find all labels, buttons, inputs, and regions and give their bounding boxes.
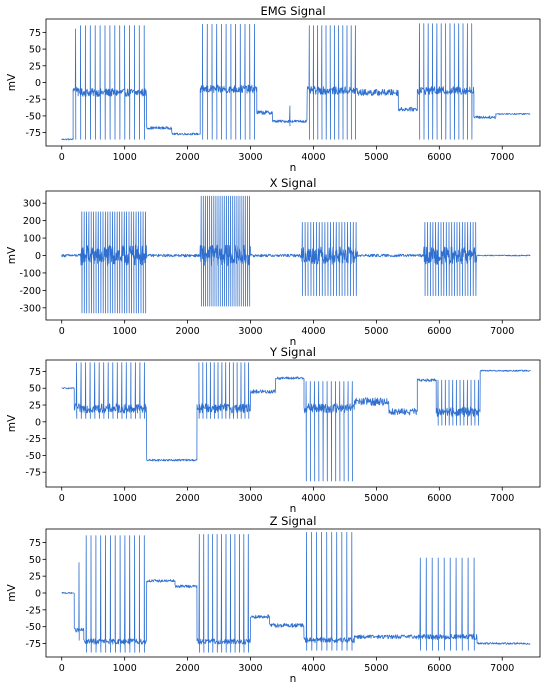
signal-line: [61, 23, 531, 141]
x-tick-label: 2000: [175, 663, 199, 674]
y-tick-label: -25: [25, 434, 41, 445]
y-tick-label: -50: [25, 622, 41, 633]
x-tick-label: 5000: [364, 326, 388, 337]
x-tick-label: 5000: [364, 493, 388, 504]
axes-frame: [45, 359, 541, 488]
y-tick-label: -75: [25, 639, 41, 650]
signal-line: [61, 362, 531, 482]
y-axis-label: mV: [6, 414, 18, 432]
chart-panel-4: Z Signal 0 1000 2000 3000 4000 5000 6000 7000 -75…: [6, 514, 541, 685]
y-tick-label: -100: [19, 268, 41, 279]
y-tick-label: -50: [25, 111, 41, 122]
x-tick-label: 1000: [113, 152, 137, 163]
y-tick-label: -50: [25, 451, 41, 462]
x-tick-label: 6000: [427, 152, 451, 163]
y-tick-label: 200: [23, 216, 41, 227]
x-tick-label: 7000: [490, 326, 514, 337]
y-axis-label: mV: [6, 246, 18, 264]
y-axis-label: mV: [6, 73, 18, 91]
chart-title: X Signal: [270, 176, 317, 190]
x-tick-label: 1000: [113, 493, 137, 504]
y-tick-label: 50: [29, 384, 41, 395]
x-tick-label: 2000: [175, 152, 199, 163]
x-tick-label: 6000: [427, 663, 451, 674]
x-axis-label: n: [290, 162, 297, 174]
x-tick-label: 7000: [490, 152, 514, 163]
x-axis-label: n: [290, 336, 297, 348]
x-tick-label: 7000: [490, 663, 514, 674]
y-axis-label: mV: [6, 583, 18, 601]
signal-line: [61, 532, 531, 653]
x-tick-label: 3000: [238, 493, 262, 504]
y-tick-label: -75: [25, 128, 41, 139]
y-tick-label: 75: [29, 538, 41, 549]
x-tick-label: 4000: [301, 152, 325, 163]
x-tick-label: 4000: [301, 663, 325, 674]
x-tick-label: 1000: [113, 326, 137, 337]
x-tick-label: 4000: [301, 493, 325, 504]
y-tick-label: 300: [23, 199, 41, 210]
y-tick-label: -300: [19, 303, 41, 314]
x-tick-label: 3000: [238, 152, 262, 163]
x-tick-label: 0: [59, 493, 65, 504]
chart-title: Y Signal: [269, 345, 316, 359]
chart-title: EMG Signal: [260, 4, 325, 18]
x-axis-label: n: [290, 673, 297, 685]
x-tick-label: 0: [59, 152, 65, 163]
x-tick-label: 2000: [175, 326, 199, 337]
x-tick-label: 5000: [364, 663, 388, 674]
y-tick-label: 0: [35, 78, 41, 89]
x-tick-label: 3000: [238, 326, 262, 337]
y-tick-label: 0: [35, 251, 41, 262]
y-tick-label: 25: [29, 572, 41, 583]
x-tick-label: 4000: [301, 326, 325, 337]
signal-line: [61, 195, 531, 314]
y-tick-label: 25: [29, 61, 41, 72]
chart-panel-1: EMG Signal 0 1000 2000 3000 4000 5000 6000 7000 -…: [6, 4, 541, 174]
y-tick-label: -25: [25, 605, 41, 616]
x-tick-label: 0: [59, 663, 65, 674]
x-axis-label: n: [290, 503, 297, 515]
y-tick-label: 50: [29, 555, 41, 566]
x-tick-label: 5000: [364, 152, 388, 163]
x-tick-label: 2000: [175, 493, 199, 504]
x-tick-label: 6000: [427, 493, 451, 504]
y-tick-label: -200: [19, 286, 41, 297]
x-tick-label: 7000: [490, 493, 514, 504]
y-tick-label: 75: [29, 367, 41, 378]
chart-panel-3: Y Signal 0 1000 2000 3000 4000 5000 6000 7000 -75…: [6, 345, 541, 515]
x-tick-label: 0: [59, 326, 65, 337]
y-tick-label: -25: [25, 95, 41, 106]
y-tick-label: 0: [35, 417, 41, 428]
y-tick-label: -75: [25, 468, 41, 479]
chart-title: Z Signal: [270, 514, 317, 528]
y-tick-label: 50: [29, 45, 41, 56]
y-tick-label: 100: [23, 234, 41, 245]
x-tick-label: 3000: [238, 663, 262, 674]
y-tick-label: 0: [35, 589, 41, 600]
x-tick-label: 1000: [113, 663, 137, 674]
y-tick-label: 25: [29, 401, 41, 412]
y-tick-label: 75: [29, 28, 41, 39]
x-tick-label: 6000: [427, 326, 451, 337]
